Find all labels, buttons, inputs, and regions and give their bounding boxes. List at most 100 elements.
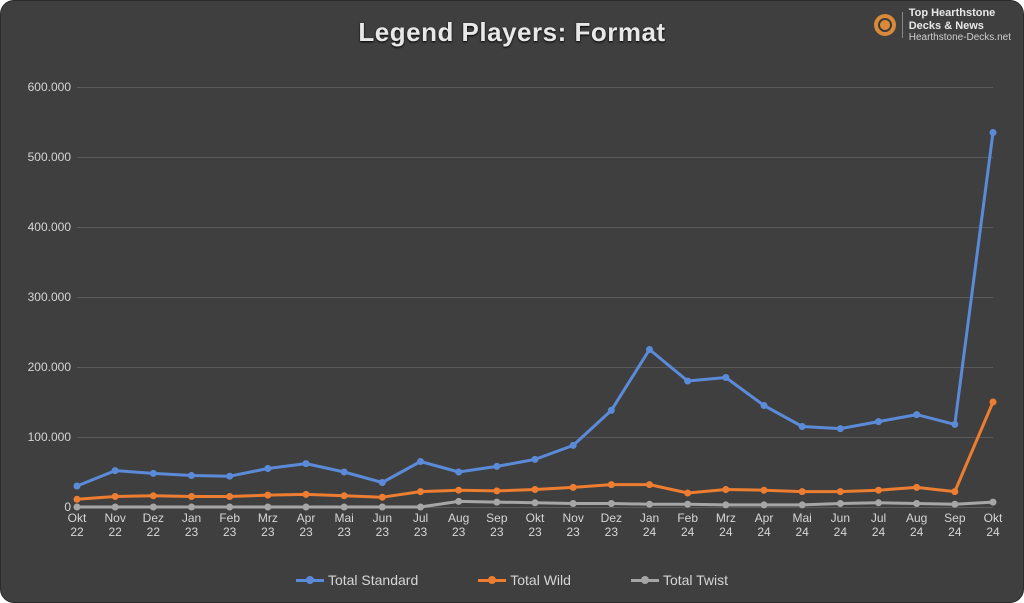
data-point <box>226 473 233 480</box>
data-point <box>951 488 958 495</box>
data-point <box>341 492 348 499</box>
data-point <box>264 504 271 511</box>
y-axis-label: 300.000 <box>28 290 71 304</box>
y-axis-label: 500.000 <box>28 150 71 164</box>
data-point <box>799 501 806 508</box>
data-point <box>684 501 691 508</box>
data-point <box>493 463 500 470</box>
data-point <box>455 469 462 476</box>
x-axis-label: Nov23 <box>562 511 583 540</box>
data-point <box>646 481 653 488</box>
legend: Total Standard Total Wild Total Twist <box>1 572 1023 588</box>
data-point <box>379 494 386 501</box>
x-axis-label: Sep24 <box>944 511 965 540</box>
data-point <box>951 421 958 428</box>
data-point <box>799 488 806 495</box>
data-point <box>264 465 271 472</box>
data-point <box>684 378 691 385</box>
data-point <box>264 492 271 499</box>
data-point <box>913 484 920 491</box>
x-axis-label: Sep23 <box>486 511 507 540</box>
data-point <box>455 487 462 494</box>
legend-swatch-icon <box>631 579 659 582</box>
x-axis-label: Jan23 <box>182 511 201 540</box>
data-point <box>951 501 958 508</box>
watermark-text: Top Hearthstone Decks & News Hearthstone… <box>909 7 1011 44</box>
legend-item: Total Wild <box>478 572 571 588</box>
x-axis-label: Aug23 <box>448 511 469 540</box>
x-axis-label: Aug24 <box>906 511 927 540</box>
data-point <box>150 504 157 511</box>
x-axis-label: Mai23 <box>334 511 353 540</box>
y-axis-label: 600.000 <box>28 80 71 94</box>
x-axis-label: Mrz23 <box>258 511 278 540</box>
data-point <box>188 493 195 500</box>
x-axis-label: Jul23 <box>413 511 428 540</box>
x-axis-label: Okt24 <box>984 511 1003 540</box>
data-point <box>379 479 386 486</box>
data-point <box>608 407 615 414</box>
data-point <box>532 486 539 493</box>
data-point <box>608 481 615 488</box>
data-point <box>150 492 157 499</box>
data-point <box>455 498 462 505</box>
data-point <box>570 500 577 507</box>
series-line <box>77 133 993 487</box>
watermark-divider <box>902 12 903 38</box>
y-axis-label: 100.000 <box>28 430 71 444</box>
data-point <box>303 460 310 467</box>
legend-swatch-icon <box>478 579 506 582</box>
x-axis-label: Jul24 <box>871 511 886 540</box>
legend-label: Total Standard <box>328 572 418 588</box>
data-point <box>532 456 539 463</box>
data-point <box>837 500 844 507</box>
x-axis-label: Okt22 <box>68 511 87 540</box>
data-point <box>74 483 81 490</box>
data-point <box>379 504 386 511</box>
line-plot <box>77 59 993 507</box>
x-axis-label: Dez23 <box>601 511 622 540</box>
data-point <box>112 467 119 474</box>
watermark-line2: Decks & News <box>909 20 984 32</box>
x-axis-label: Feb24 <box>677 511 698 540</box>
data-point <box>722 486 729 493</box>
chart-title: Legend Players: Format <box>1 17 1023 48</box>
data-point <box>570 442 577 449</box>
data-point <box>74 496 81 503</box>
y-axis-label: 400.000 <box>28 220 71 234</box>
data-point <box>150 470 157 477</box>
x-axis-label: Feb23 <box>219 511 240 540</box>
data-point <box>188 472 195 479</box>
data-point <box>722 374 729 381</box>
watermark-line1: Top Hearthstone <box>909 7 996 19</box>
data-point <box>188 504 195 511</box>
data-point <box>646 346 653 353</box>
data-point <box>112 493 119 500</box>
data-point <box>417 488 424 495</box>
data-point <box>875 487 882 494</box>
watermark: Top Hearthstone Decks & News Hearthstone… <box>874 7 1011 44</box>
x-axis-label: Jan24 <box>640 511 659 540</box>
legend-swatch-icon <box>296 579 324 582</box>
data-point <box>417 458 424 465</box>
plot-area: 0100.000200.000300.000400.000500.000600.… <box>77 59 993 507</box>
data-point <box>570 484 577 491</box>
data-point <box>112 504 119 511</box>
data-point <box>875 499 882 506</box>
data-point <box>799 423 806 430</box>
data-point <box>646 501 653 508</box>
data-point <box>74 504 81 511</box>
data-point <box>761 402 768 409</box>
data-point <box>913 411 920 418</box>
x-axis-label: Apr24 <box>755 511 774 540</box>
data-point <box>875 418 882 425</box>
data-point <box>226 504 233 511</box>
chart-card: Legend Players: Format Top Hearthstone D… <box>0 0 1024 603</box>
data-point <box>990 399 997 406</box>
data-point <box>532 499 539 506</box>
data-point <box>837 425 844 432</box>
legend-item: Total Standard <box>296 572 418 588</box>
data-point <box>417 504 424 511</box>
x-axis-label: Apr23 <box>297 511 316 540</box>
legend-item: Total Twist <box>631 572 728 588</box>
